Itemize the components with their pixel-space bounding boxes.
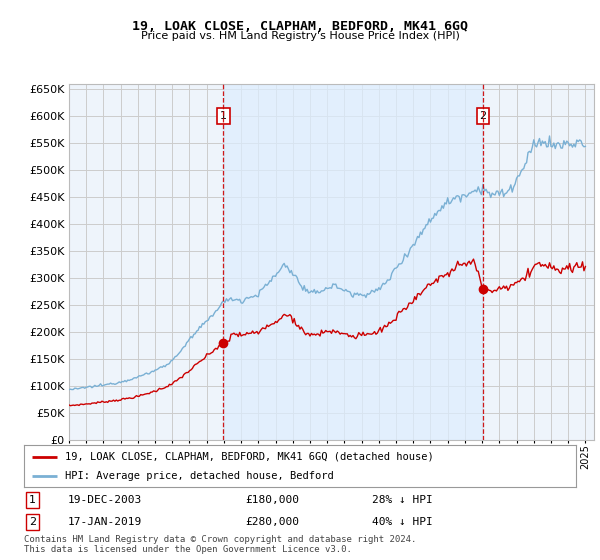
Text: Price paid vs. HM Land Registry's House Price Index (HPI): Price paid vs. HM Land Registry's House … [140, 31, 460, 41]
Text: 28% ↓ HPI: 28% ↓ HPI [372, 494, 433, 505]
Text: 40% ↓ HPI: 40% ↓ HPI [372, 517, 433, 528]
Text: 17-JAN-2019: 17-JAN-2019 [68, 517, 142, 528]
Text: 19, LOAK CLOSE, CLAPHAM, BEDFORD, MK41 6GQ: 19, LOAK CLOSE, CLAPHAM, BEDFORD, MK41 6… [132, 20, 468, 32]
Text: Contains HM Land Registry data © Crown copyright and database right 2024.
This d: Contains HM Land Registry data © Crown c… [24, 535, 416, 554]
Text: £280,000: £280,000 [245, 517, 299, 528]
Text: 19-DEC-2003: 19-DEC-2003 [68, 494, 142, 505]
Text: HPI: Average price, detached house, Bedford: HPI: Average price, detached house, Bedf… [65, 471, 334, 481]
Text: 19, LOAK CLOSE, CLAPHAM, BEDFORD, MK41 6GQ (detached house): 19, LOAK CLOSE, CLAPHAM, BEDFORD, MK41 6… [65, 451, 434, 461]
Text: £180,000: £180,000 [245, 494, 299, 505]
Bar [223, 84, 483, 440]
Text: 2: 2 [479, 111, 487, 121]
Text: 1: 1 [220, 111, 227, 121]
Text: 2: 2 [29, 517, 36, 528]
Text: 1: 1 [29, 494, 36, 505]
